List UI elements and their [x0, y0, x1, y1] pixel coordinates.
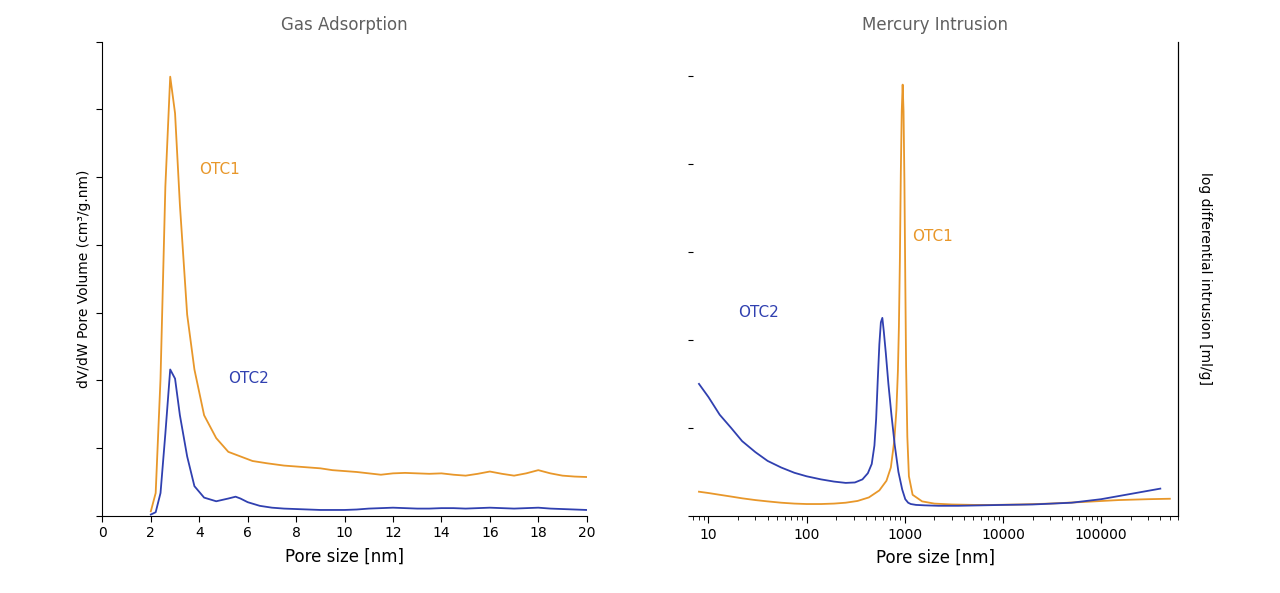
- Text: OTC2: OTC2: [228, 371, 269, 386]
- X-axis label: Pore size [nm]: Pore size [nm]: [285, 547, 404, 565]
- Title: Gas Adsorption: Gas Adsorption: [282, 17, 408, 34]
- Title: Mercury Intrusion: Mercury Intrusion: [863, 17, 1009, 34]
- Y-axis label: dV/dW Pore Volume (cm³/g.nm): dV/dW Pore Volume (cm³/g.nm): [77, 170, 91, 388]
- X-axis label: Pore size [nm]: Pore size [nm]: [876, 549, 995, 567]
- Y-axis label: log differential intrusion [ml/g]: log differential intrusion [ml/g]: [1198, 172, 1212, 385]
- Text: OTC1: OTC1: [200, 162, 241, 177]
- Text: OTC1: OTC1: [913, 229, 954, 244]
- Text: OTC2: OTC2: [739, 305, 778, 320]
